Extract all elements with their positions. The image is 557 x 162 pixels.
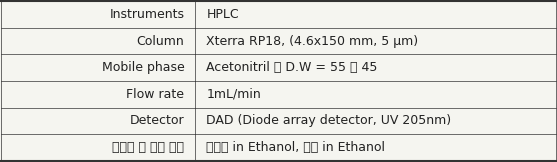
Text: Detector: Detector [130, 114, 184, 127]
Text: Mobile phase: Mobile phase [101, 61, 184, 74]
Text: HPLC: HPLC [207, 8, 239, 21]
Text: Xterra RP18, (4.6x150 mm, 5 μm): Xterra RP18, (4.6x150 mm, 5 μm) [207, 35, 418, 48]
Text: 1mL/min: 1mL/min [207, 88, 261, 101]
Text: 표준액 및 검액 조제: 표준액 및 검액 조제 [113, 141, 184, 154]
Text: Acetonitril ： D.W = 55 ： 45: Acetonitril ： D.W = 55 ： 45 [207, 61, 378, 74]
Text: DAD (Diode array detector, UV 205nm): DAD (Diode array detector, UV 205nm) [207, 114, 452, 127]
Text: Instruments: Instruments [109, 8, 184, 21]
Text: Flow rate: Flow rate [126, 88, 184, 101]
Text: 표준액 in Ethanol, 검액 in Ethanol: 표준액 in Ethanol, 검액 in Ethanol [207, 141, 385, 154]
Text: Column: Column [136, 35, 184, 48]
